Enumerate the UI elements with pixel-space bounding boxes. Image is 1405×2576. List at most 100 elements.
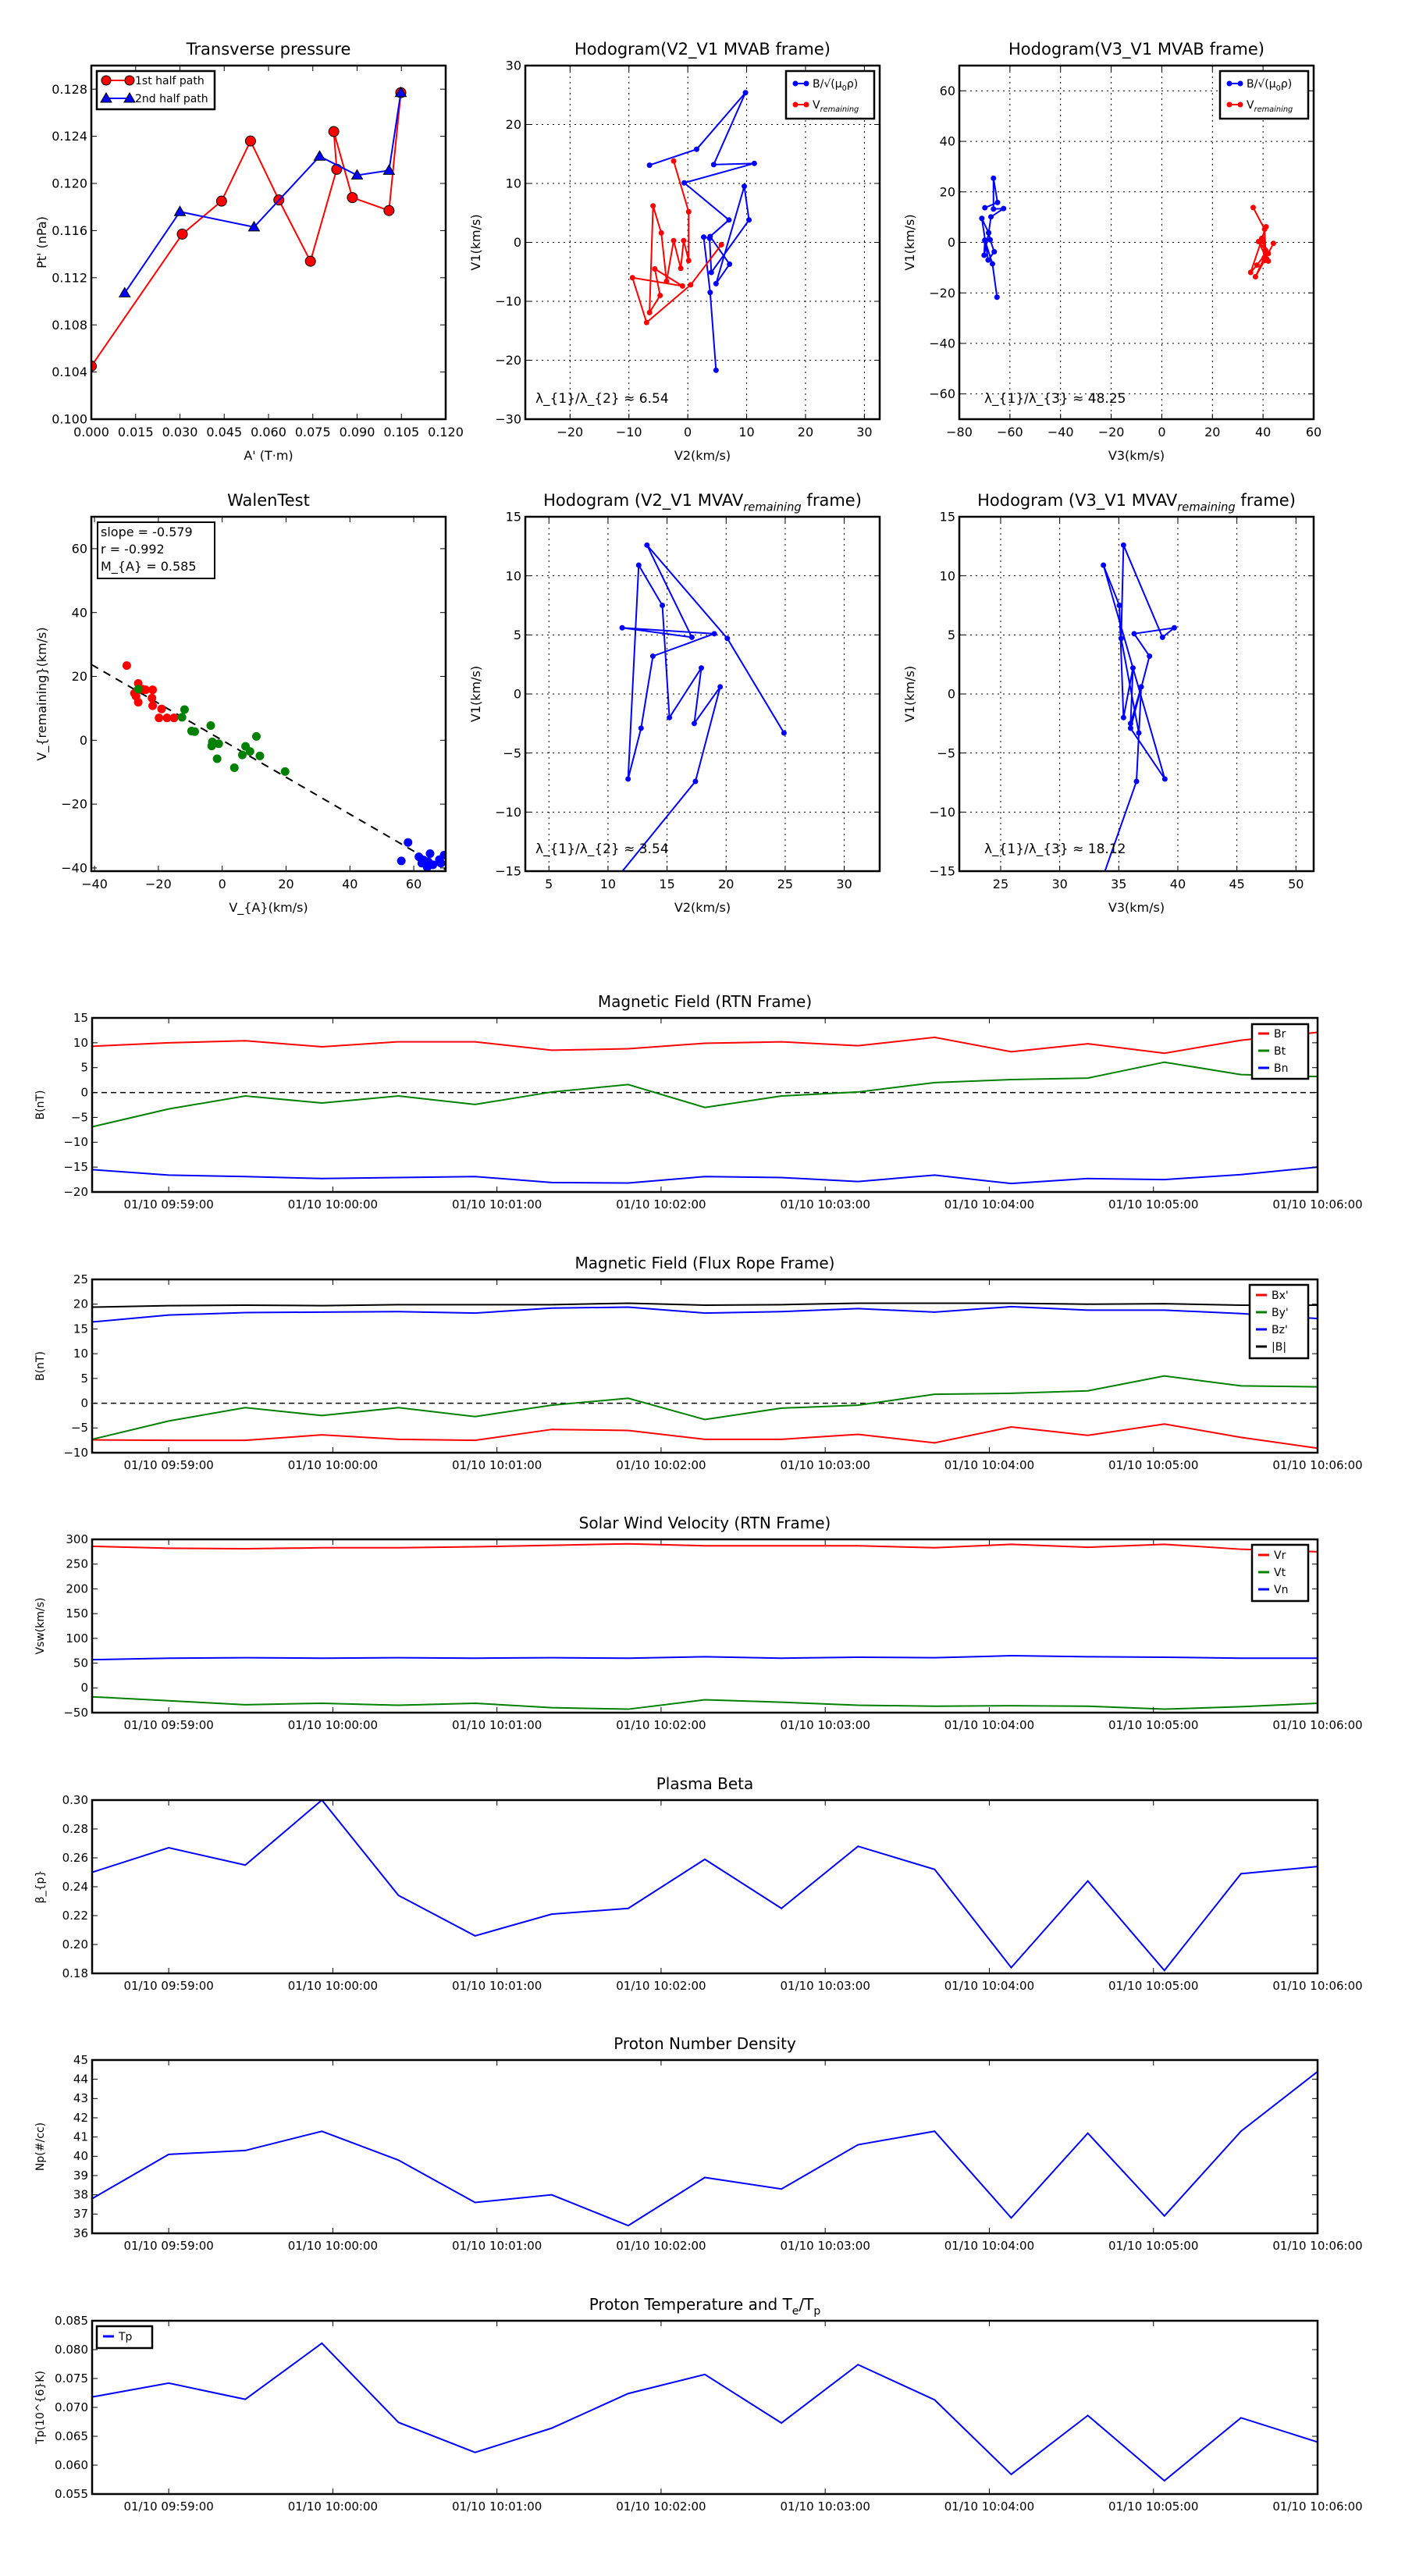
y-axis-label: B(nT)	[34, 1351, 47, 1381]
data-point	[643, 319, 649, 326]
data-point	[658, 229, 664, 236]
data-point	[688, 634, 695, 640]
series-line-4	[92, 1302, 1318, 1308]
legend-box	[784, 69, 876, 120]
chart-title: Magnetic Field (Flux Rope Frame)	[575, 1254, 835, 1272]
x-tick-label: 01/10 10:01:00	[452, 2500, 542, 2514]
y-axis-label: V1(km/s)	[902, 214, 917, 270]
series-line-1	[91, 92, 402, 367]
y-tick-label: 10	[506, 568, 521, 583]
y-tick-label: 40	[72, 605, 87, 620]
y-tick-label: −30	[495, 412, 521, 427]
x-tick-label: 01/10 10:03:00	[781, 2239, 870, 2253]
legend-label: Br	[1274, 1028, 1286, 1041]
legend-marker	[124, 75, 135, 86]
data-point	[133, 698, 143, 707]
data-point	[644, 542, 650, 548]
plot-area	[92, 2342, 1318, 2482]
hodogram-v3-v1-mvav-chart: Hodogram (V3_V1 MVAVremaining frame) 25 30…	[902, 491, 1315, 915]
y-tick-label: 0	[80, 1681, 88, 1695]
x-tick-label: 01/10 09:59:00	[123, 1718, 213, 1732]
data-point	[1101, 562, 1107, 568]
data-point	[994, 294, 1000, 301]
data-point	[727, 261, 733, 267]
y-axis-label: β_{p}	[34, 1870, 47, 1904]
x-tick-label: 01/10 10:02:00	[616, 1197, 706, 1212]
data-point	[678, 265, 684, 272]
y-tick-label: 0.124	[52, 129, 87, 144]
data-point	[991, 206, 997, 212]
legend: Br Bt Bn	[1250, 1023, 1310, 1080]
data-point	[1001, 205, 1007, 212]
x-tick-label: 01/10 10:03:00	[781, 1979, 870, 1993]
x-axis-label: A' (T·m)	[244, 448, 293, 463]
y-tick-label: 5	[80, 1061, 88, 1075]
series-line-1	[649, 92, 755, 371]
y-tick-label: 0.20	[62, 1937, 88, 1952]
y-tick-label: 45	[73, 2053, 88, 2067]
x-tick-label: 01/10 10:06:00	[1272, 1197, 1362, 1212]
data-point	[148, 701, 158, 710]
legend: Vr Vt Vn	[1250, 1543, 1310, 1603]
legend-label: Vn	[1274, 1584, 1288, 1596]
data-point	[1120, 542, 1126, 548]
chart-title: Magnetic Field (RTN Frame)	[598, 992, 812, 1011]
data-point	[742, 183, 748, 190]
x-tick-label: 0.000	[73, 425, 109, 439]
y-axis-label: V1(km/s)	[902, 666, 917, 722]
y-tick-label: 41	[73, 2130, 88, 2144]
y-tick-label: 0.18	[62, 1966, 88, 1980]
data-point	[710, 162, 717, 168]
plot-area	[92, 1302, 1318, 1450]
data-point	[1138, 684, 1144, 690]
data-point	[425, 849, 435, 859]
y-tick-label: 0.28	[62, 1822, 88, 1836]
legend-label: Vt	[1274, 1567, 1286, 1579]
y-tick-label: 0	[80, 733, 87, 748]
series-line-2	[92, 1695, 1318, 1710]
y-tick-label: 0.30	[62, 1793, 88, 1807]
data-point	[207, 742, 216, 751]
data-point	[994, 199, 1001, 205]
data-point	[717, 684, 724, 690]
legend-marker	[803, 101, 809, 108]
legend-marker	[101, 75, 112, 86]
x-tick-label: 20	[718, 877, 734, 891]
eigenvalue-ratio-annotation: λ_{1}/λ_{2} ≈ 6.54	[535, 391, 669, 407]
y-tick-label: 40	[73, 2149, 88, 2163]
x-tick-label: 10	[600, 877, 616, 891]
legend-marker	[123, 92, 136, 103]
legend-label: Tp	[118, 2331, 133, 2343]
x-tick-label: 01/10 10:00:00	[288, 1458, 378, 1472]
series-line-2	[631, 161, 722, 324]
y-tick-label: −20	[63, 1185, 88, 1199]
stats-text: slope = -0.579	[101, 525, 193, 539]
x-axis-label: V2(km/s)	[674, 448, 731, 463]
x-tick-label: 01/10 09:59:00	[123, 2500, 213, 2514]
x-tick-label: 01/10 10:04:00	[944, 1979, 1034, 1993]
x-tick-label: 0	[684, 425, 692, 439]
data-point	[619, 624, 625, 631]
data-point	[244, 135, 256, 147]
legend-label: Bn	[1274, 1062, 1288, 1075]
series-line-1	[92, 1031, 1318, 1055]
y-tick-label: −10	[63, 1446, 88, 1460]
y-axis-label: B(nT)	[34, 1091, 47, 1120]
x-tick-label: 40	[1170, 877, 1186, 891]
x-tick-label: 01/10 10:02:00	[616, 1979, 706, 1993]
x-tick-label: 01/10 10:02:00	[616, 1718, 706, 1732]
series-line-2	[123, 92, 402, 294]
y-axis-label: Pt' (nPa)	[34, 216, 49, 269]
plot-area	[91, 86, 407, 372]
x-axis-label: V3(km/s)	[1108, 448, 1165, 463]
y-tick-label: 44	[73, 2073, 88, 2087]
x-tick-label: 45	[1229, 877, 1244, 891]
legend-marker	[803, 80, 809, 87]
x-tick-label: 01/10 10:00:00	[288, 2239, 378, 2253]
data-point	[707, 290, 713, 296]
x-tick-label: 30	[1051, 877, 1067, 891]
data-point	[746, 217, 752, 223]
plot-area	[629, 90, 757, 373]
legend-marker	[100, 92, 112, 103]
data-point	[1261, 258, 1268, 264]
